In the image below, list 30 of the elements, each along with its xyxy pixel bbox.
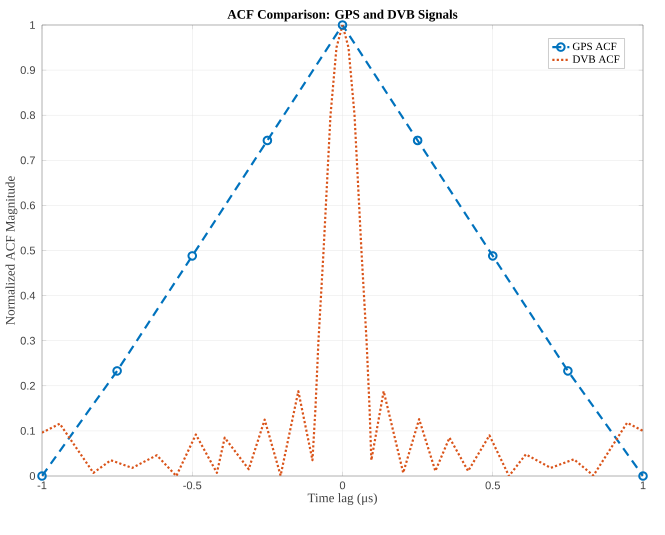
y-tick-label: 0.9 [20,66,35,74]
point [37,471,47,481]
x-tick-label: -1 [38,482,46,490]
point [488,251,498,261]
y-tick-label: 1 [30,21,35,29]
y-tick-label: 0.1 [20,427,35,435]
y-tick-label: 0.3 [20,336,36,345]
x-tick-label: 0 [340,482,346,490]
x-axis-title: Time lag (μs) [308,493,377,505]
y-tick-label: 0.4 [20,292,36,300]
y-tick-label: 0.6 [20,201,36,210]
x-tick-label: -0.5 [183,482,202,490]
point [563,366,573,376]
legend-label: DVB ACF [572,55,620,63]
x-tick-label: 1 [640,482,646,490]
point [187,251,198,261]
x-tick-label: 0.5 [486,482,500,490]
y-tick-label: 0 [30,472,36,480]
legend-label: GPS ACF [572,42,616,50]
y-tick-label: 0.7 [20,156,35,164]
point [638,471,648,481]
point [338,20,348,30]
point [412,136,422,146]
point [262,136,272,146]
y-tick-label: 0.8 [20,111,36,120]
y-tick-label: 0.2 [20,382,35,390]
y-axis-title: Normalized ACF Magnitude [6,176,18,325]
point [112,366,122,376]
chart-title: ACF Comparison: GPS and DVB Signals [227,10,458,22]
y-tick-label: 0.5 [20,246,36,254]
